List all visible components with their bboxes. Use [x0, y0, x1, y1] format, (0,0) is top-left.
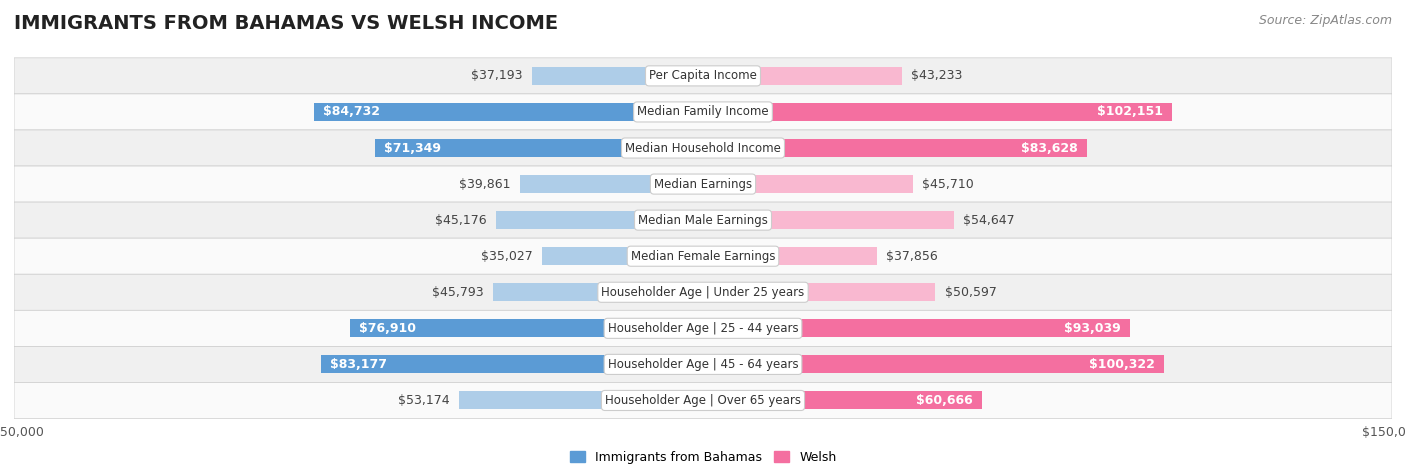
Text: $100,322: $100,322	[1088, 358, 1154, 371]
Bar	[703, 319, 1130, 337]
FancyBboxPatch shape	[14, 347, 1392, 382]
Bar	[703, 211, 955, 229]
FancyBboxPatch shape	[14, 58, 1392, 94]
Legend: Immigrants from Bahamas, Welsh: Immigrants from Bahamas, Welsh	[565, 446, 841, 467]
Bar	[703, 103, 1173, 121]
FancyBboxPatch shape	[14, 202, 1392, 238]
FancyBboxPatch shape	[14, 94, 1392, 130]
Text: Householder Age | 45 - 64 years: Householder Age | 45 - 64 years	[607, 358, 799, 371]
Text: Source: ZipAtlas.com: Source: ZipAtlas.com	[1258, 14, 1392, 27]
Text: $54,647: $54,647	[963, 213, 1015, 226]
Bar	[703, 391, 981, 410]
Text: $37,856: $37,856	[886, 250, 938, 263]
Bar	[703, 355, 1164, 374]
Bar	[533, 67, 703, 85]
Text: $93,039: $93,039	[1064, 322, 1121, 335]
Bar	[703, 175, 912, 193]
Bar	[458, 391, 703, 410]
Bar	[492, 283, 703, 301]
Text: Median Male Earnings: Median Male Earnings	[638, 213, 768, 226]
Text: $76,910: $76,910	[359, 322, 416, 335]
Text: Householder Age | Over 65 years: Householder Age | Over 65 years	[605, 394, 801, 407]
Text: $45,710: $45,710	[922, 177, 974, 191]
FancyBboxPatch shape	[14, 130, 1392, 166]
Text: $71,349: $71,349	[384, 142, 441, 155]
Text: Median Female Earnings: Median Female Earnings	[631, 250, 775, 263]
Text: $50,597: $50,597	[945, 286, 997, 299]
FancyBboxPatch shape	[14, 382, 1392, 418]
Bar	[350, 319, 703, 337]
Bar	[495, 211, 703, 229]
FancyBboxPatch shape	[14, 310, 1392, 347]
Text: $53,174: $53,174	[398, 394, 450, 407]
Text: $37,193: $37,193	[471, 70, 523, 82]
Text: Householder Age | 25 - 44 years: Householder Age | 25 - 44 years	[607, 322, 799, 335]
Text: Median Household Income: Median Household Income	[626, 142, 780, 155]
Text: IMMIGRANTS FROM BAHAMAS VS WELSH INCOME: IMMIGRANTS FROM BAHAMAS VS WELSH INCOME	[14, 14, 558, 33]
Text: $45,793: $45,793	[432, 286, 484, 299]
Bar	[375, 139, 703, 157]
Bar	[703, 283, 935, 301]
Text: $43,233: $43,233	[911, 70, 962, 82]
Text: $45,176: $45,176	[434, 213, 486, 226]
Bar	[703, 247, 877, 265]
Text: Per Capita Income: Per Capita Income	[650, 70, 756, 82]
FancyBboxPatch shape	[14, 274, 1392, 310]
FancyBboxPatch shape	[14, 166, 1392, 202]
Text: $83,177: $83,177	[330, 358, 387, 371]
Bar	[520, 175, 703, 193]
Bar	[314, 103, 703, 121]
Text: $83,628: $83,628	[1021, 142, 1078, 155]
Text: $35,027: $35,027	[481, 250, 533, 263]
Bar	[703, 67, 901, 85]
Text: $39,861: $39,861	[460, 177, 510, 191]
Text: $102,151: $102,151	[1097, 106, 1163, 119]
Text: Householder Age | Under 25 years: Householder Age | Under 25 years	[602, 286, 804, 299]
Text: Median Earnings: Median Earnings	[654, 177, 752, 191]
Text: Median Family Income: Median Family Income	[637, 106, 769, 119]
FancyBboxPatch shape	[14, 238, 1392, 274]
Bar	[321, 355, 703, 374]
Bar	[703, 139, 1087, 157]
Bar	[543, 247, 703, 265]
Text: $60,666: $60,666	[915, 394, 973, 407]
Text: $84,732: $84,732	[323, 106, 380, 119]
